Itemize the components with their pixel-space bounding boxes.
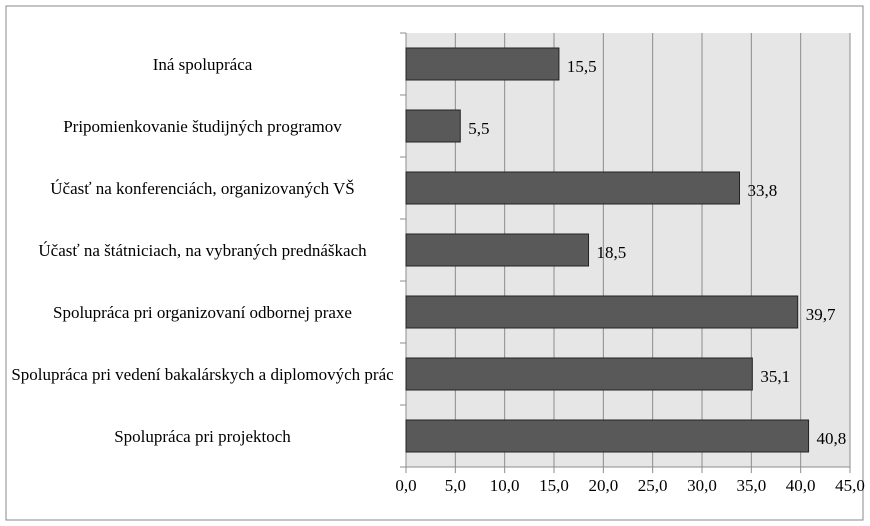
data-label: 33,8 xyxy=(747,181,777,200)
y-tick-label: Účasť na konferenciách, organizovaných V… xyxy=(50,178,355,198)
data-label: 5,5 xyxy=(468,119,489,138)
data-label: 18,5 xyxy=(597,243,627,262)
x-tick-label: 10,0 xyxy=(490,476,520,495)
bar xyxy=(405,109,461,143)
data-label: 40,8 xyxy=(817,429,847,448)
x-tick-label: 40,0 xyxy=(786,476,816,495)
x-tick-label: 0,0 xyxy=(395,476,416,495)
bar xyxy=(405,233,590,267)
x-tick-label: 15,0 xyxy=(539,476,569,495)
bar xyxy=(405,419,810,453)
x-tick-label: 5,0 xyxy=(445,476,466,495)
data-label: 15,5 xyxy=(567,57,597,76)
bar xyxy=(405,171,740,205)
data-label: 39,7 xyxy=(806,305,836,324)
y-tick-label: Iná spolupráca xyxy=(152,54,253,74)
x-tick-label: 25,0 xyxy=(638,476,668,495)
y-tick-label: Spolupráca pri projektoch xyxy=(114,426,291,446)
bar xyxy=(405,357,753,391)
y-tick-label: Spolupráca pri vedení bakalárskych a dip… xyxy=(11,364,394,384)
y-tick-label: Spolupráca pri organizovaní odbornej pra… xyxy=(53,302,352,322)
bar xyxy=(405,295,799,329)
x-tick-label: 30,0 xyxy=(687,476,717,495)
chart-border xyxy=(5,5,864,521)
x-tick-label: 20,0 xyxy=(588,476,618,495)
bar xyxy=(405,47,560,81)
y-tick-label: Pripomienkovanie študijných programov xyxy=(63,116,342,136)
x-tick-label: 45,0 xyxy=(835,476,865,495)
y-tick-label: Účasť na štátniciach, na vybraných predn… xyxy=(38,240,367,260)
data-label: 35,1 xyxy=(760,367,790,386)
x-tick-label: 35,0 xyxy=(736,476,766,495)
